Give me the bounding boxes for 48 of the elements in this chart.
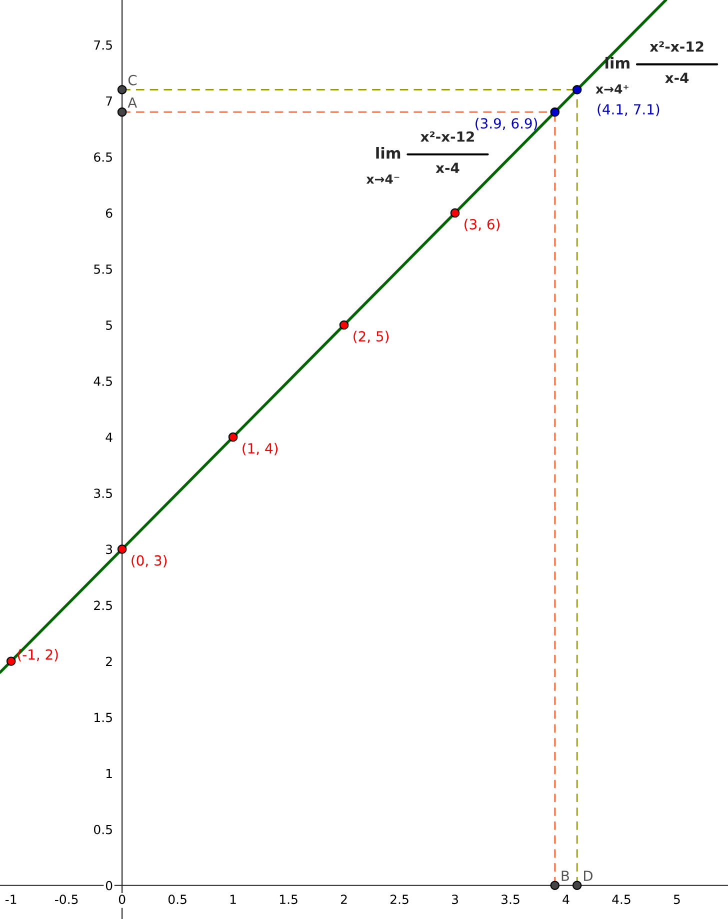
data-label: D [584, 870, 593, 881]
x-tick-label: 3 [452, 894, 458, 904]
y-tick-label: 4 [106, 432, 112, 442]
annotation: lim [376, 147, 400, 159]
x-tick-label: -1 [5, 894, 16, 904]
y-tick-label: 6 [106, 208, 112, 218]
y-tick-label: 4.5 [94, 376, 112, 386]
annotation: x-4 [436, 162, 460, 173]
data-label: (-1, 2) [18, 648, 58, 662]
y-tick-label: 7 [106, 96, 112, 106]
data-label: (1, 4) [242, 442, 278, 456]
y-tick-label: 2.5 [94, 600, 112, 610]
data-label: (2, 5) [354, 330, 389, 344]
y-tick-label: 2 [106, 656, 112, 666]
x-tick-label: 0 [118, 894, 126, 904]
y-tick-label: 5 [106, 320, 112, 330]
data-label: A [128, 97, 138, 108]
x-tick-label: 4 [562, 894, 570, 904]
x-tick-label: 5 [674, 894, 680, 904]
annotation: x²-x-12 [650, 41, 704, 52]
y-tick-label: 3.5 [94, 488, 112, 498]
x-tick-label: 2 [340, 894, 347, 904]
y-tick-label: 1.5 [94, 712, 112, 722]
y-tick-label: 7.5 [94, 40, 112, 50]
annotation: lim [606, 56, 630, 69]
data-label: (3.9, 6.9) [476, 118, 538, 130]
x-tick-label: -0.5 [55, 894, 78, 904]
y-tick-label: 0.5 [94, 824, 112, 834]
data-label: (4.1, 7.1) [598, 104, 660, 116]
x-tick-label: 1 [230, 894, 236, 904]
x-tick-label: 1.5 [280, 894, 298, 904]
x-tick-label: 4.5 [612, 894, 630, 904]
y-tick-label: 3 [106, 544, 112, 554]
x-tick-label: 0.5 [168, 894, 186, 904]
data-label: (3, 6) [464, 218, 500, 232]
data-label: C [128, 74, 137, 86]
annotation: x→4⁻ [366, 174, 400, 184]
data-label: (0, 3) [132, 554, 167, 568]
data-label: B [562, 870, 569, 881]
annotation: x→4⁺ [596, 84, 628, 94]
y-tick-label: 0 [106, 880, 112, 890]
y-tick-label: 6.5 [94, 152, 112, 162]
x-tick-label: 3.5 [502, 894, 520, 904]
y-tick-label: 1 [106, 768, 112, 778]
annotation: x-4 [665, 72, 689, 83]
annotation: x²-x-12 [420, 131, 474, 142]
y-tick-label: 5.5 [94, 264, 112, 274]
x-tick-label: 2.5 [390, 894, 408, 904]
